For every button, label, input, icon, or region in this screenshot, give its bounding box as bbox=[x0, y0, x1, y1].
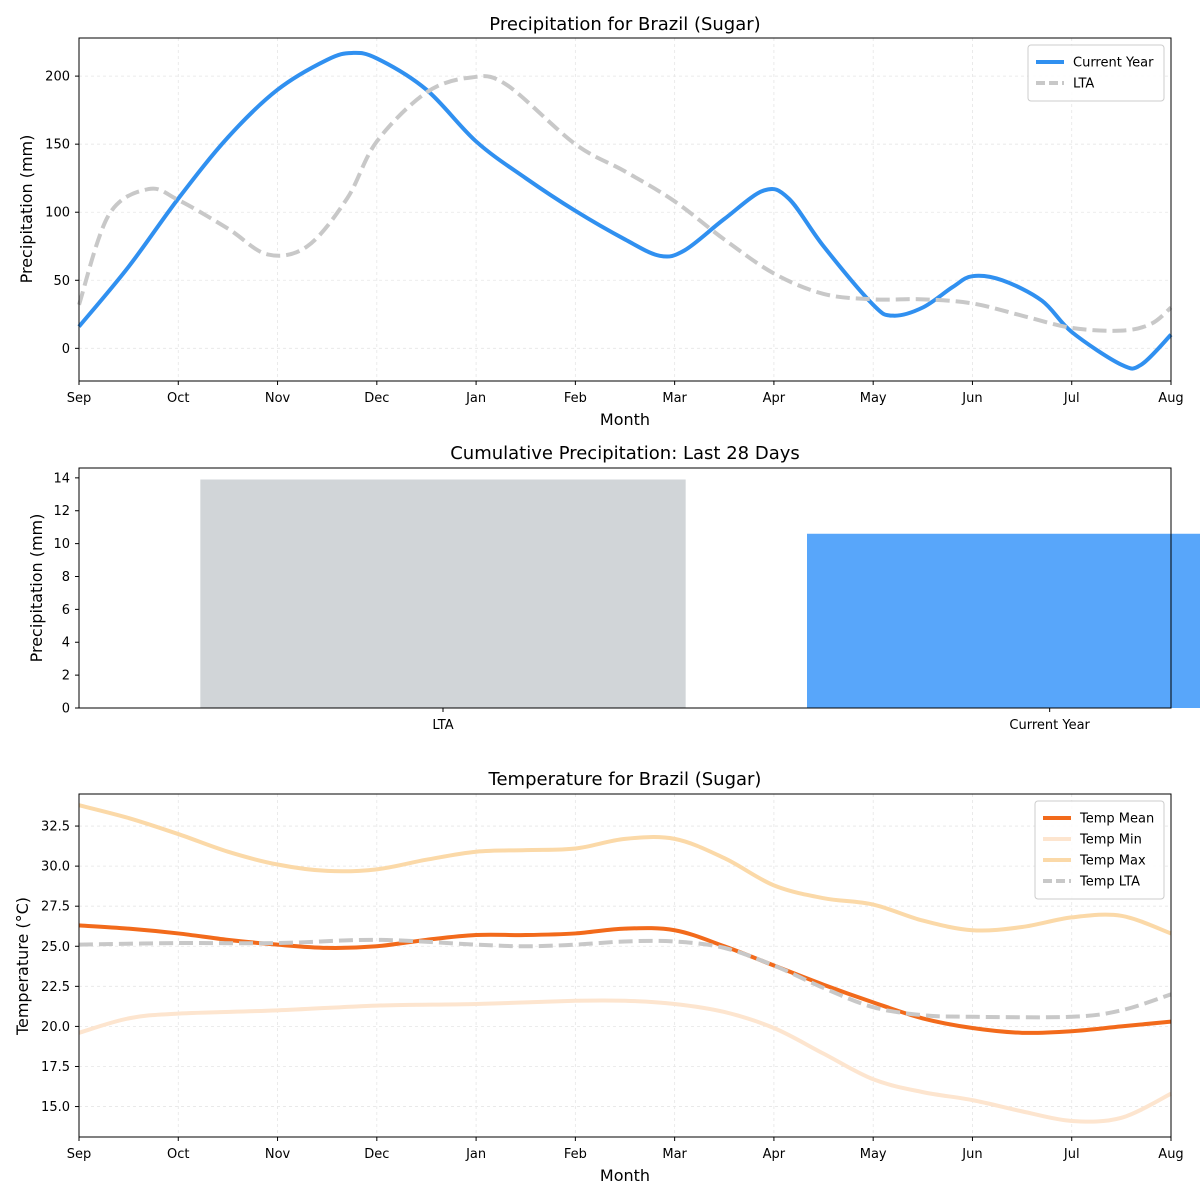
series-line-lta bbox=[77, 74, 1173, 333]
series-line-temp-lta bbox=[78, 937, 1172, 1020]
series-lines bbox=[77, 50, 1173, 371]
legend-frame bbox=[1027, 44, 1165, 102]
series-line-temp-min bbox=[78, 998, 1172, 1124]
x-tick-label: Jul bbox=[1063, 1147, 1080, 1162]
legend-frame bbox=[1034, 800, 1165, 900]
series-line-current-year bbox=[77, 50, 1173, 371]
y-axis-ticks: 0 2 4 6 8 10 12 14 bbox=[53, 471, 79, 717]
y-tick-label: 150 bbox=[45, 138, 70, 153]
y-tick-label: 2 bbox=[62, 669, 70, 684]
series-lines bbox=[78, 803, 1172, 1124]
y-tick-label: 0 bbox=[62, 342, 70, 357]
y-tick-label: 14 bbox=[53, 471, 70, 486]
x-tick-label: Sep bbox=[67, 391, 92, 406]
y-tick-label: 32.5 bbox=[41, 820, 70, 835]
precipitation-line-chart: Precipitation for Brazil (Sugar) Month P… bbox=[17, 14, 1184, 429]
y-tick-label: 200 bbox=[45, 70, 70, 85]
chart-title: Cumulative Precipitation: Last 28 Days bbox=[450, 443, 800, 464]
y-tick-label: 6 bbox=[62, 603, 70, 618]
chart-title: Precipitation for Brazil (Sugar) bbox=[489, 14, 760, 35]
plot-frame bbox=[78, 37, 1172, 382]
x-tick-label: Jul bbox=[1063, 391, 1080, 406]
bar-current-year bbox=[807, 533, 1200, 708]
temperature-line-chart: Temperature for Brazil (Sugar) Month Tem… bbox=[13, 769, 1184, 1185]
y-tick-label: 0 bbox=[62, 702, 70, 717]
x-axis-ticks: LTA Current Year bbox=[432, 708, 1091, 733]
legend-label: LTA bbox=[1073, 77, 1094, 92]
x-tick-label: Oct bbox=[167, 1147, 189, 1162]
x-tick-label: Jun bbox=[961, 391, 982, 406]
y-tick-label: 27.5 bbox=[41, 900, 70, 915]
y-tick-label: 22.5 bbox=[41, 980, 70, 995]
x-tick-label: Dec bbox=[364, 391, 389, 406]
x-tick-label: Jan bbox=[465, 391, 486, 406]
x-tick-label: Aug bbox=[1158, 391, 1183, 406]
legend: Current Year LTA bbox=[1027, 44, 1165, 102]
y-tick-label: 30.0 bbox=[41, 860, 70, 875]
y-axis-label: Precipitation (mm) bbox=[27, 514, 46, 663]
x-axis-ticks: Sep Oct Nov Dec Jan Feb Mar Apr May Jun Jul Aug bbox=[67, 381, 1184, 406]
cumulative-precipitation-bar-chart: Cumulative Precipitation: Last 28 Days P… bbox=[27, 443, 1200, 733]
x-tick-label: Feb bbox=[564, 391, 587, 406]
y-tick-label: 50 bbox=[53, 274, 70, 289]
plot-frame bbox=[78, 793, 1172, 1138]
x-tick-label: Apr bbox=[763, 1147, 786, 1162]
y-tick-label: 12 bbox=[53, 504, 70, 519]
x-tick-label: Dec bbox=[364, 1147, 389, 1162]
legend-label: Temp Mean bbox=[1079, 812, 1154, 827]
bars bbox=[200, 479, 1200, 708]
x-tick-label: Mar bbox=[662, 391, 687, 406]
y-tick-label: 8 bbox=[62, 570, 70, 585]
x-tick-label: May bbox=[860, 1147, 887, 1162]
legend-label: Temp Max bbox=[1079, 854, 1146, 869]
legend-label: Current Year bbox=[1073, 56, 1154, 71]
x-tick-label: Jun bbox=[961, 1147, 982, 1162]
y-axis-label: Temperature (°C) bbox=[13, 897, 32, 1036]
y-axis-ticks: 15.0 17.5 20.0 22.5 25.0 27.5 30.0 32.5 bbox=[41, 820, 79, 1115]
plot-frame bbox=[78, 467, 1172, 709]
x-tick-label: LTA bbox=[432, 718, 453, 733]
x-axis-label: Month bbox=[600, 410, 650, 429]
x-tick-label: Nov bbox=[265, 391, 291, 406]
legend: Temp Mean Temp Min Temp Max Temp LTA bbox=[1034, 800, 1165, 900]
y-tick-label: 15.0 bbox=[41, 1100, 70, 1115]
x-tick-label: Sep bbox=[67, 1147, 92, 1162]
x-tick-label: Jan bbox=[465, 1147, 486, 1162]
y-tick-label: 100 bbox=[45, 206, 70, 221]
x-tick-label: May bbox=[860, 391, 887, 406]
legend-label: Temp LTA bbox=[1079, 875, 1140, 890]
y-tick-label: 25.0 bbox=[41, 940, 70, 955]
x-tick-label: Feb bbox=[564, 1147, 587, 1162]
x-axis-label: Month bbox=[600, 1166, 650, 1185]
y-axis-ticks: 0 50 100 150 200 bbox=[45, 70, 79, 357]
x-tick-label: Apr bbox=[763, 391, 786, 406]
series-line-temp-max bbox=[78, 803, 1172, 936]
y-tick-label: 20.0 bbox=[41, 1020, 70, 1035]
x-tick-label: Oct bbox=[167, 391, 189, 406]
x-tick-label: Nov bbox=[265, 1147, 291, 1162]
grid-lines bbox=[78, 794, 1172, 1137]
y-axis-label: Precipitation (mm) bbox=[17, 135, 36, 284]
y-tick-label: 4 bbox=[62, 636, 70, 651]
bar-lta bbox=[200, 479, 686, 708]
grid-lines bbox=[78, 38, 1172, 381]
x-tick-label: Aug bbox=[1158, 1147, 1183, 1162]
x-axis-ticks: Sep Oct Nov Dec Jan Feb Mar Apr May Jun Jul Aug bbox=[67, 1137, 1184, 1162]
legend-label: Temp Min bbox=[1079, 833, 1142, 848]
y-tick-label: 17.5 bbox=[41, 1060, 70, 1075]
x-tick-label: Current Year bbox=[1009, 718, 1090, 733]
chart-title: Temperature for Brazil (Sugar) bbox=[488, 769, 762, 790]
y-tick-label: 10 bbox=[53, 537, 70, 552]
x-tick-label: Mar bbox=[662, 1147, 687, 1162]
